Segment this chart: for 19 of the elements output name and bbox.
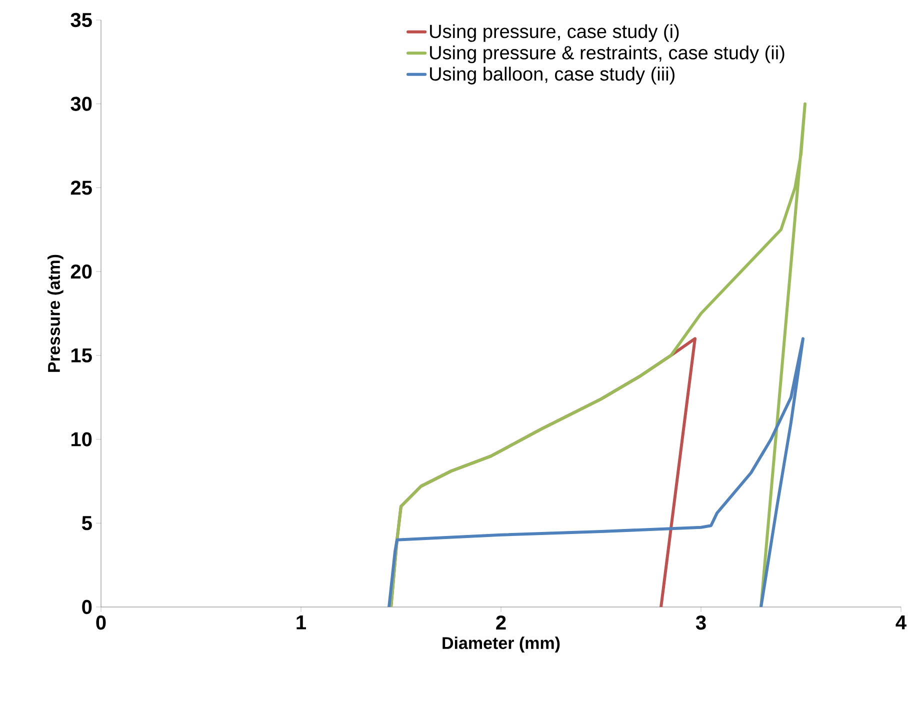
- legend-label: Using pressure, case study (i): [430, 24, 679, 42]
- y-tick-label: 25: [70, 180, 92, 195]
- x-tick-label: 0: [96, 616, 106, 630]
- y-tick-label: 5: [82, 516, 92, 530]
- y-axis-title: Pressure (atm): [48, 254, 64, 372]
- y-tick-label: 30: [70, 96, 92, 111]
- y-tick-label: 10: [71, 432, 92, 446]
- legend-label: Using balloon, case study (iii): [430, 66, 674, 84]
- y-tick-label: 15: [71, 348, 92, 362]
- x-tick-label: 3: [696, 616, 706, 630]
- x-axis-title: Diameter (mm): [442, 636, 560, 652]
- x-tick-label: 2: [496, 616, 506, 630]
- legend-label: Using pressure & restraints, case study (ii): [430, 45, 784, 64]
- y-tick-label: 35: [70, 12, 92, 28]
- line-series: [388, 337, 805, 608]
- y-tick-label: 20: [70, 264, 92, 279]
- x-tick-label: 4: [896, 616, 906, 630]
- x-tick-label: 1: [296, 616, 306, 630]
- y-tick-label: 0: [82, 600, 92, 614]
